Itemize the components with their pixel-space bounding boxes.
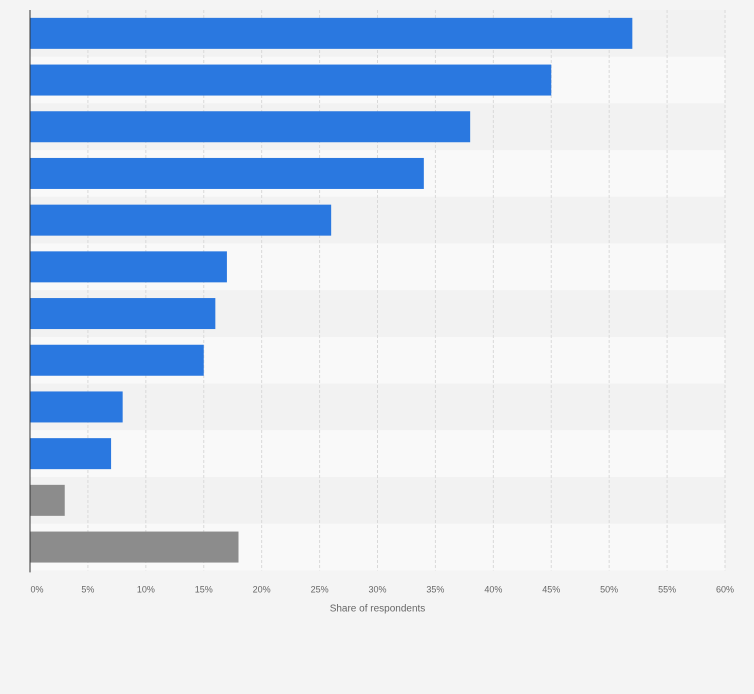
x-tick-label: 10% (137, 584, 155, 594)
x-tick-label: 30% (368, 584, 386, 594)
bar[interactable] (30, 64, 552, 96)
bar[interactable] (30, 484, 65, 516)
bar[interactable] (30, 391, 123, 423)
x-tick-label: 45% (542, 584, 560, 594)
x-tick-label: 20% (253, 584, 271, 594)
row-band (30, 430, 725, 477)
x-axis-title: Share of respondents (330, 603, 426, 614)
bar[interactable] (30, 17, 633, 49)
x-tick-labels: 0% 5% 10% 15% 20% 25% 30% 35% 40% 45% 50% 55% 60% (30, 584, 734, 594)
x-tick-label: 60% (716, 584, 734, 594)
bar[interactable] (30, 298, 216, 330)
x-tick-label: 5% (81, 584, 94, 594)
x-tick-label: 25% (311, 584, 329, 594)
bar[interactable] (30, 251, 227, 283)
x-tick-label: 15% (195, 584, 213, 594)
gridlines (87, 10, 726, 571)
x-tick-label: 40% (484, 584, 502, 594)
x-tick-label: 35% (426, 584, 444, 594)
bar[interactable] (30, 157, 424, 189)
x-tick-label: 0% (30, 584, 43, 594)
bars (30, 17, 633, 563)
bar[interactable] (30, 438, 112, 470)
x-tick-label: 55% (658, 584, 676, 594)
bar[interactable] (30, 111, 471, 143)
bar[interactable] (30, 204, 332, 236)
x-tick-label: 50% (600, 584, 618, 594)
bar[interactable] (30, 531, 239, 563)
bar[interactable] (30, 344, 204, 376)
